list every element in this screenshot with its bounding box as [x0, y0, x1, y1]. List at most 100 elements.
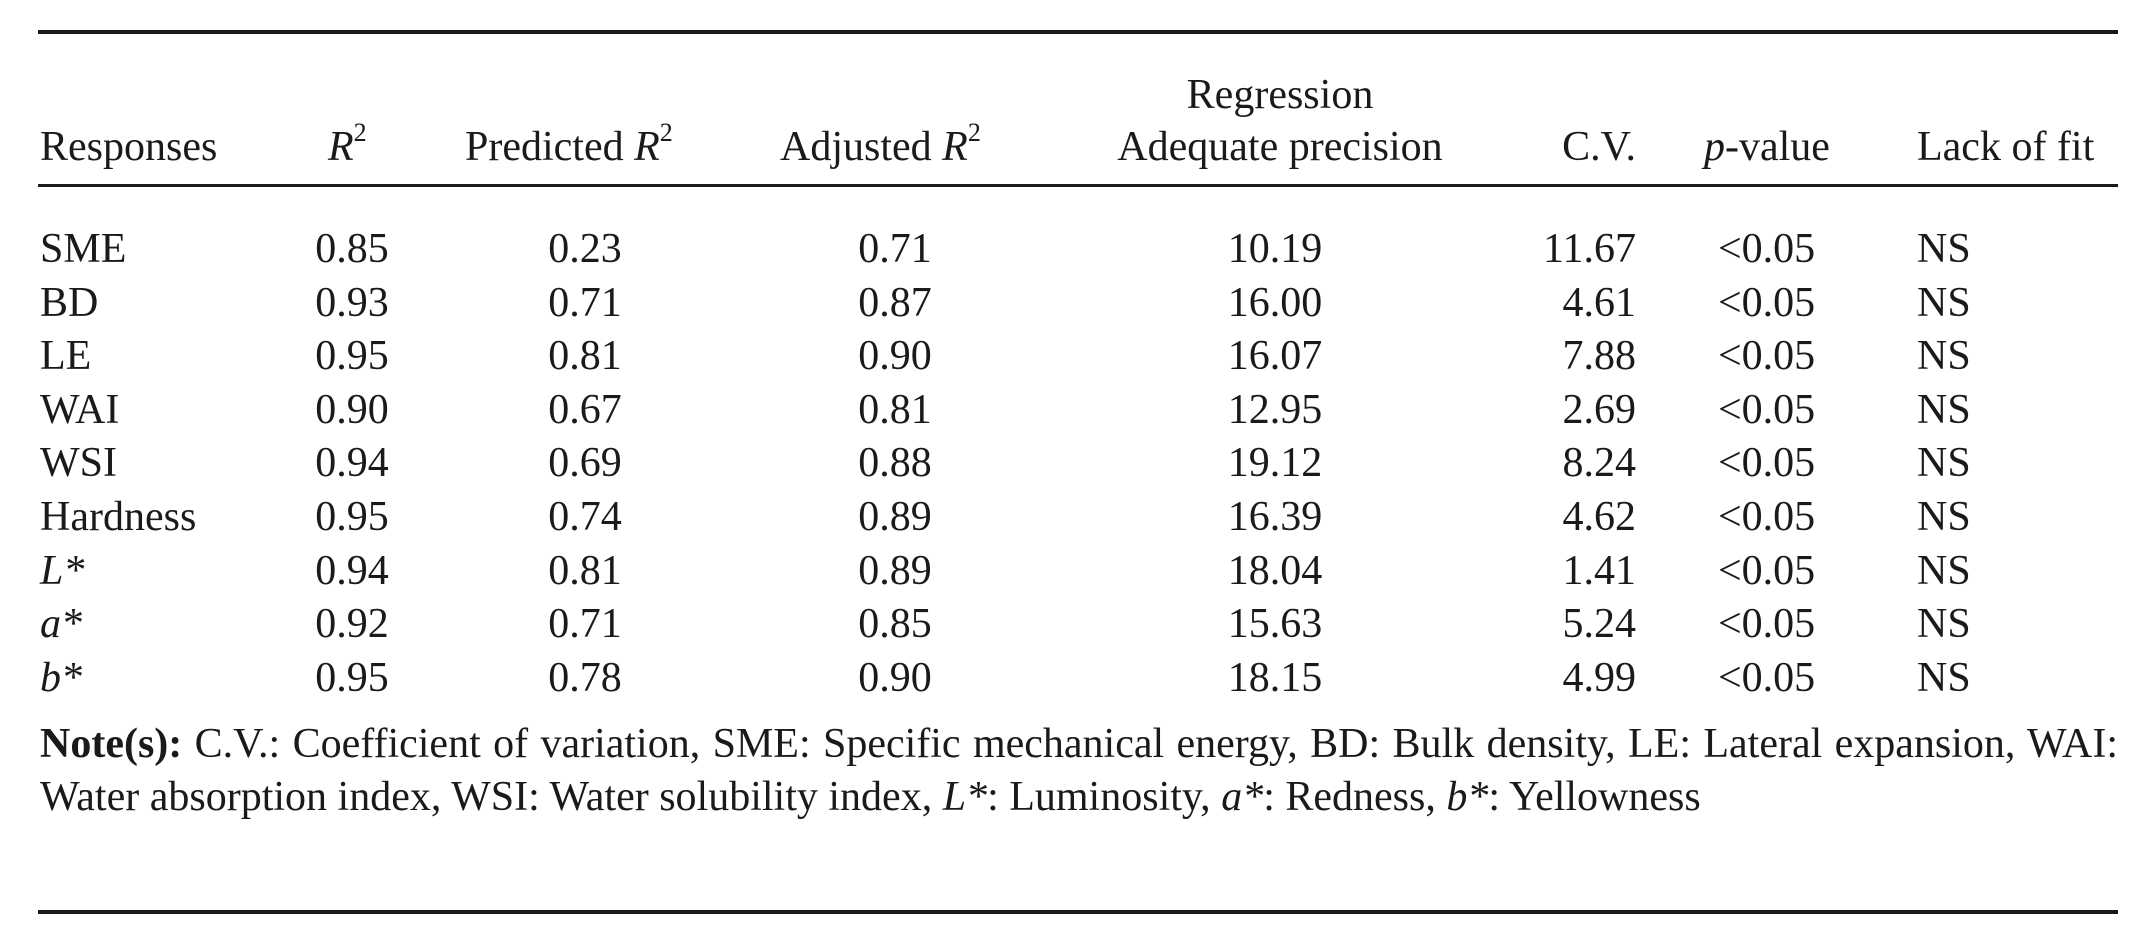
- cell-response: WSI: [40, 440, 117, 486]
- table-note: Note(s): C.V.: Coefficient of variation,…: [40, 718, 2118, 824]
- table-top-rule: [38, 30, 2118, 34]
- cell-response: b*: [40, 655, 82, 701]
- cell-adequate-precision: 19.12: [1227, 440, 1323, 486]
- cell-adequate-precision: 16.00: [1227, 280, 1323, 326]
- header-regression-line2: Adequate precision: [1117, 124, 1443, 170]
- cell-response: L*: [40, 548, 85, 594]
- note-a-star: a*: [1221, 774, 1264, 820]
- cell-adequate-precision: 10.19: [1227, 226, 1323, 272]
- header-adjusted-r2: Adjusted R2: [780, 120, 981, 174]
- cell-predicted-r2: 0.23: [548, 226, 622, 272]
- cell-adequate-precision: 12.95: [1227, 387, 1323, 433]
- cell-cv: 1.41: [1562, 548, 1637, 594]
- cell-response: a*: [40, 601, 82, 647]
- cell-lack-of-fit: NS: [1917, 387, 1971, 433]
- header-predicted-text: Predicted: [465, 124, 635, 170]
- cell-predicted-r2: 0.71: [548, 280, 622, 326]
- cell-adjusted-r2: 0.87: [858, 280, 932, 326]
- cell-cv: 8.24: [1562, 440, 1637, 486]
- header-regression-line1: Regression: [1186, 72, 1374, 118]
- cell-r2: 0.94: [315, 548, 389, 594]
- cell-adjusted-r2: 0.89: [858, 548, 932, 594]
- cell-cv: 7.88: [1562, 333, 1637, 379]
- cell-predicted-r2: 0.78: [548, 655, 622, 701]
- cell-lack-of-fit: NS: [1917, 280, 1971, 326]
- header-adjusted-symbol: R: [942, 124, 968, 170]
- cell-r2: 0.95: [315, 494, 389, 540]
- cell-adequate-precision: 16.39: [1227, 494, 1323, 540]
- cell-predicted-r2: 0.81: [548, 333, 622, 379]
- cell-cv: 2.69: [1562, 387, 1637, 433]
- cell-r2: 0.93: [315, 280, 389, 326]
- note-b-star: b*: [1446, 774, 1489, 820]
- cell-predicted-r2: 0.81: [548, 548, 622, 594]
- note-l-star: L*: [942, 774, 988, 820]
- cell-r2: 0.90: [315, 387, 389, 433]
- cell-p-value: <0.05: [1718, 655, 1816, 701]
- cell-p-value: <0.05: [1718, 494, 1816, 540]
- cell-p-value: <0.05: [1718, 440, 1816, 486]
- header-predicted-sup: 2: [659, 118, 673, 147]
- header-lack-of-fit: Lack of fit: [1917, 124, 2095, 170]
- header-responses: Responses: [40, 124, 218, 170]
- cell-p-value: <0.05: [1718, 387, 1816, 433]
- header-r2-sup: 2: [353, 118, 367, 147]
- header-r2-symbol: R: [328, 124, 354, 170]
- cell-predicted-r2: 0.69: [548, 440, 622, 486]
- cell-p-value: <0.05: [1718, 333, 1816, 379]
- cell-adequate-precision: 18.15: [1227, 655, 1323, 701]
- cell-predicted-r2: 0.74: [548, 494, 622, 540]
- header-cv: C.V.: [1562, 124, 1636, 170]
- cell-adjusted-r2: 0.90: [858, 655, 932, 701]
- cell-adjusted-r2: 0.89: [858, 494, 932, 540]
- cell-predicted-r2: 0.71: [548, 601, 622, 647]
- cell-cv: 11.67: [1543, 226, 1636, 272]
- header-p-value: p-value: [1704, 120, 1830, 174]
- cell-response: WAI: [40, 387, 120, 433]
- cell-adjusted-r2: 0.90: [858, 333, 932, 379]
- cell-cv: 5.24: [1562, 601, 1637, 647]
- cell-p-value: <0.05: [1718, 548, 1816, 594]
- cell-adequate-precision: 18.04: [1227, 548, 1323, 594]
- cell-p-value: <0.05: [1718, 226, 1816, 272]
- cell-adequate-precision: 16.07: [1227, 333, 1323, 379]
- table-bottom-rule: [38, 910, 2118, 914]
- cell-lack-of-fit: NS: [1917, 494, 1971, 540]
- cell-response: SME: [40, 226, 127, 272]
- cell-response: LE: [40, 333, 92, 379]
- cell-response: Hardness: [40, 494, 197, 540]
- cell-predicted-r2: 0.67: [548, 387, 622, 433]
- cell-r2: 0.94: [315, 440, 389, 486]
- header-p-symbol: p: [1704, 124, 1725, 170]
- header-predicted-symbol: R: [634, 124, 660, 170]
- cell-r2: 0.85: [315, 226, 389, 272]
- note-label: Note(s):: [40, 721, 183, 767]
- header-adjusted-text: Adjusted: [780, 124, 943, 170]
- note-text-4: : Yellowness: [1488, 774, 1701, 820]
- cell-cv: 4.61: [1562, 280, 1637, 326]
- cell-lack-of-fit: NS: [1917, 440, 1971, 486]
- cell-adjusted-r2: 0.88: [858, 440, 932, 486]
- cell-cv: 4.62: [1562, 494, 1637, 540]
- cell-adequate-precision: 15.63: [1227, 601, 1323, 647]
- header-adjusted-sup: 2: [967, 118, 981, 147]
- cell-adjusted-r2: 0.85: [858, 601, 932, 647]
- header-p-text: -value: [1725, 124, 1830, 170]
- cell-response: BD: [40, 280, 99, 326]
- note-text-3: : Redness,: [1263, 774, 1447, 820]
- cell-lack-of-fit: NS: [1917, 601, 1971, 647]
- cell-lack-of-fit: NS: [1917, 655, 1971, 701]
- cell-adjusted-r2: 0.81: [858, 387, 932, 433]
- cell-adjusted-r2: 0.71: [858, 226, 932, 272]
- cell-r2: 0.92: [315, 601, 389, 647]
- cell-lack-of-fit: NS: [1917, 548, 1971, 594]
- cell-lack-of-fit: NS: [1917, 333, 1971, 379]
- table-header-rule: [38, 184, 2118, 187]
- header-r2: R2: [328, 120, 367, 174]
- cell-p-value: <0.05: [1718, 601, 1816, 647]
- note-text-2: : Luminosity,: [987, 774, 1222, 820]
- cell-r2: 0.95: [315, 655, 389, 701]
- cell-lack-of-fit: NS: [1917, 226, 1971, 272]
- cell-r2: 0.95: [315, 333, 389, 379]
- header-predicted-r2: Predicted R2: [465, 120, 673, 174]
